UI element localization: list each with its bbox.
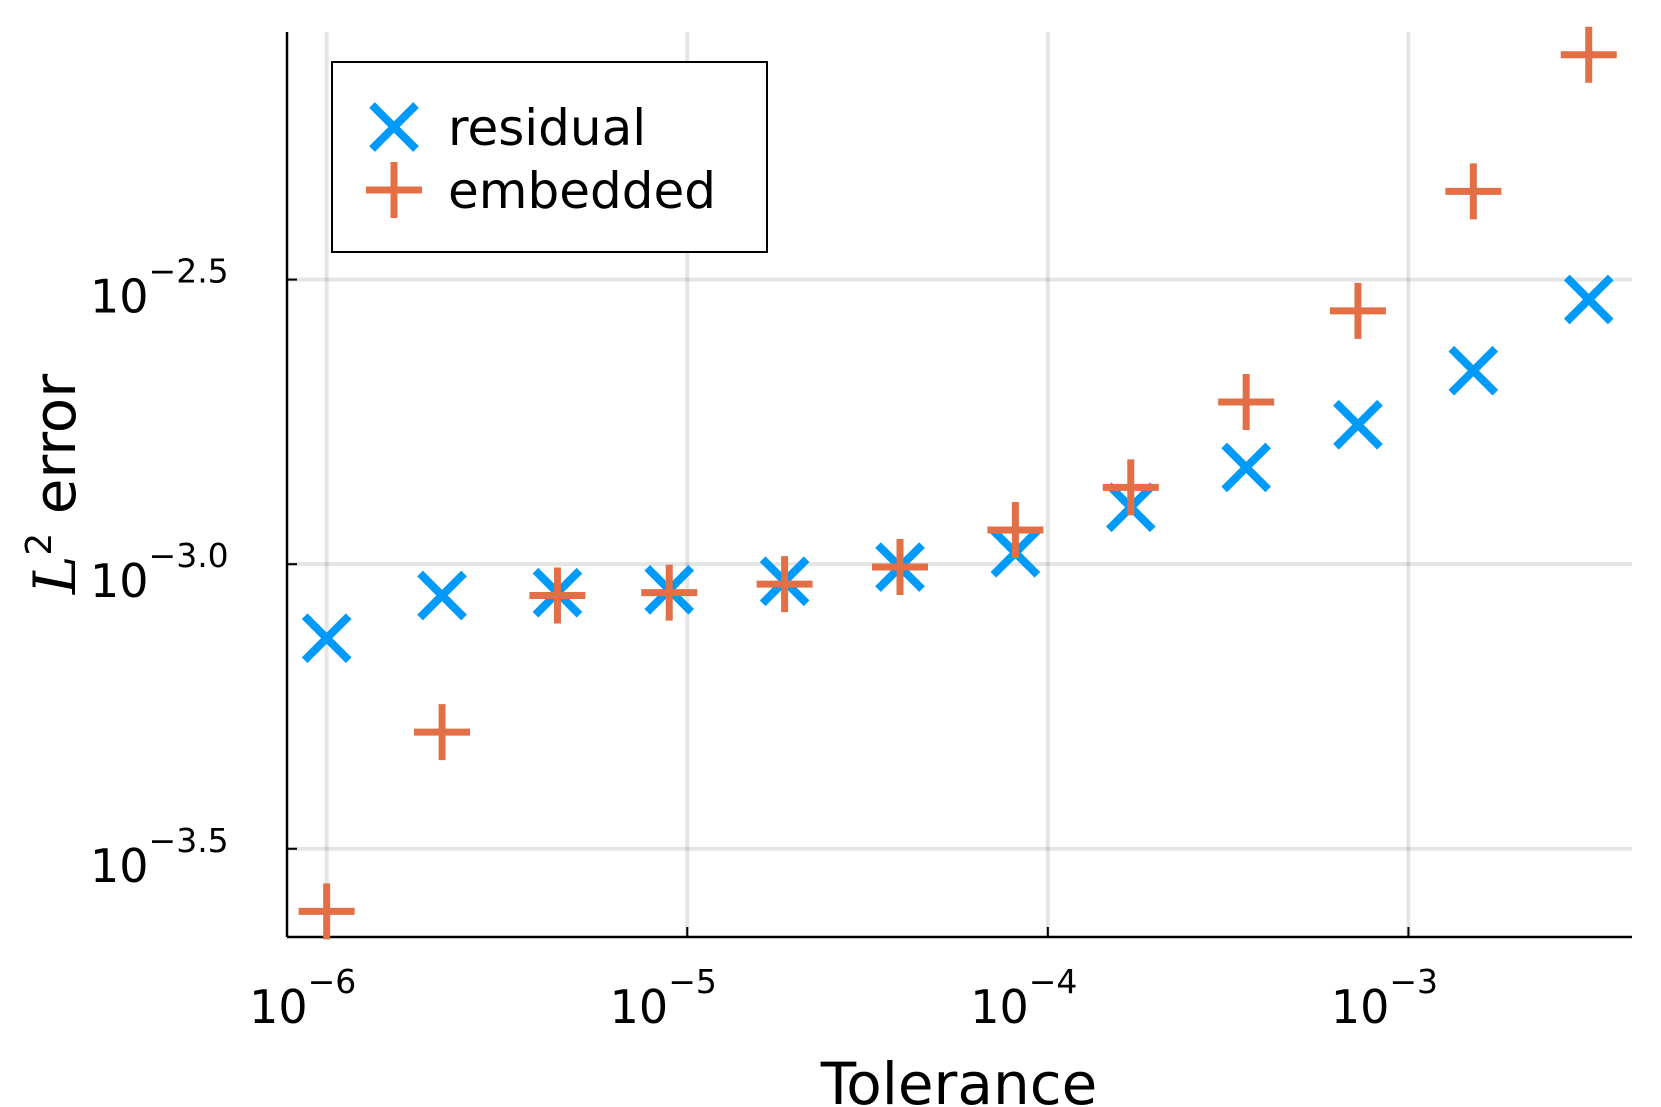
y-tick-base: 10 [90,270,149,324]
data-point-embedded-4 [756,556,813,613]
legend: residual embedded [331,61,768,253]
legend-marker-residual [369,102,419,152]
x-tick-label: 10−4 [970,962,1077,1034]
x-tick-exponent: −5 [668,962,717,1001]
data-point-embedded-8 [1218,373,1275,430]
data-point-residual-1 [417,570,467,621]
x-tick-label: 10−6 [249,962,356,1034]
legend-box [331,61,768,253]
x-tick-label: 10−3 [1331,962,1438,1034]
legend-plus-marker-icon [366,162,422,218]
y-tick-exponent: −3.5 [149,821,229,860]
data-point-embedded-2 [529,567,586,624]
data-point-residual-9 [1333,399,1383,450]
data-point-embedded-10 [1445,163,1502,220]
svg-text:L2 error: L2 error [19,374,89,595]
x-ticks: 10−6 10−5 10−4 10−3 [249,927,1438,1034]
data-point-embedded-7 [1102,459,1159,516]
data-point-residual-11 [1563,274,1614,325]
y-tick-base: 10 [90,554,149,608]
data-point-embedded-3 [641,564,698,621]
data-marks [298,26,1617,940]
legend-label-residual: residual [448,99,646,157]
data-point-embedded-9 [1329,282,1386,339]
x-tick-base: 10 [970,980,1029,1034]
y-tick-label: 10−3.0 [90,536,229,608]
data-point-embedded-0 [298,883,355,940]
y-axis-title-base: L [21,556,89,596]
data-point-residual-8 [1221,442,1271,493]
x-tick-label: 10−5 [610,962,717,1034]
x-tick-base: 10 [249,980,308,1034]
x-tick-exponent: −4 [1029,962,1078,1001]
y-tick-base: 10 [90,839,149,893]
x-tick-exponent: −6 [308,962,357,1001]
y-tick-label: 10−2.5 [90,252,229,324]
legend-label-embedded: embedded [448,162,716,220]
data-point-embedded-1 [414,704,471,761]
y-axis-title: L2 error [19,374,89,595]
legend-marker-embedded [366,162,422,218]
y-ticks: 10−3.510−3.010−2.5 [90,252,297,893]
y-tick-exponent: −3.0 [149,536,229,575]
data-point-embedded-5 [872,539,929,596]
data-point-residual-0 [301,613,352,664]
y-tick-label: 10−3.5 [90,821,229,893]
legend-x-marker-icon [369,102,419,152]
y-axis-title-text: error [21,374,89,515]
x-tick-base: 10 [1331,980,1390,1034]
x-tick-base: 10 [610,980,669,1034]
x-axis-title: Tolerance [820,1050,1098,1107]
data-point-embedded-11 [1560,26,1617,83]
y-axis-title-superscript: 2 [19,533,60,556]
x-tick-exponent: −3 [1389,962,1438,1001]
y-tick-exponent: −2.5 [149,252,229,291]
data-point-embedded-6 [987,502,1044,559]
data-point-residual-10 [1448,345,1499,396]
